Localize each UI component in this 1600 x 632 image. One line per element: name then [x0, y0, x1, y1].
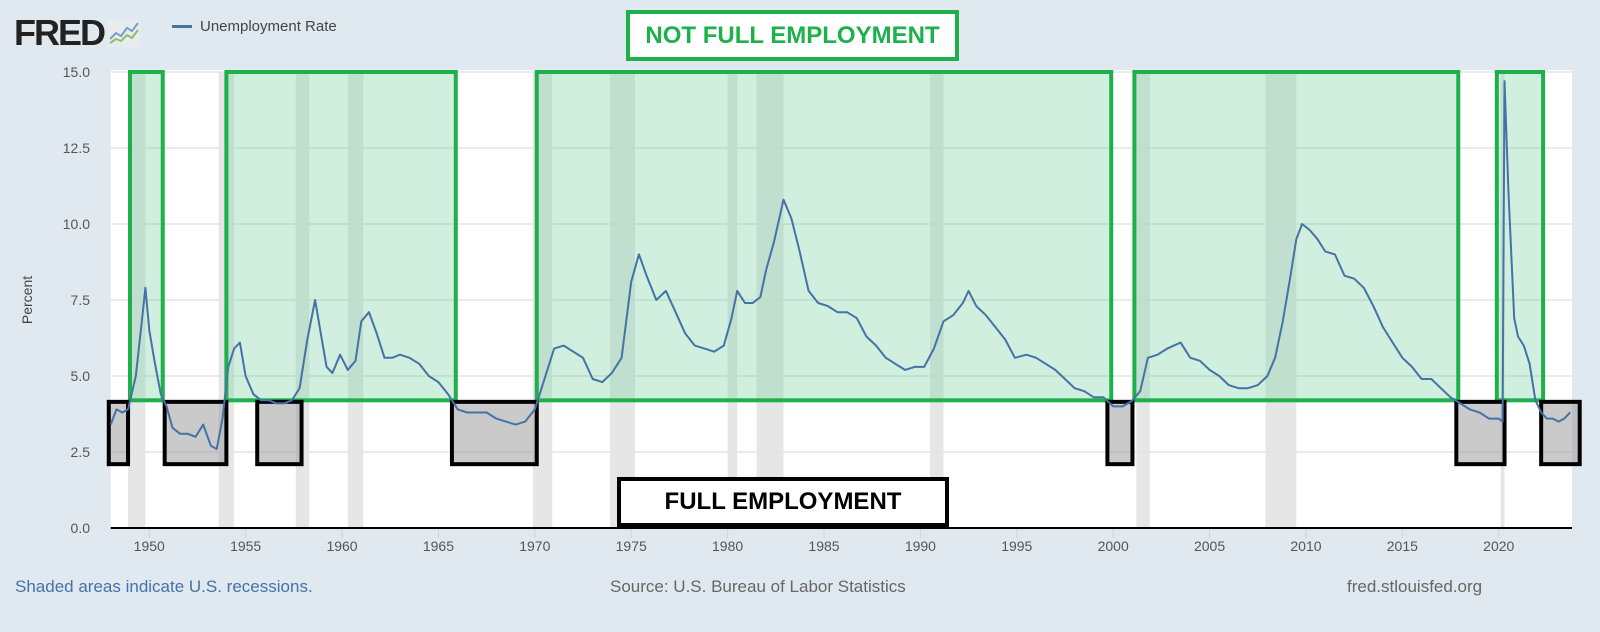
- y-tick-label: 0.0: [71, 520, 91, 536]
- y-tick-label: 10.0: [63, 216, 90, 232]
- fred-logo[interactable]: FRED: [14, 12, 140, 54]
- full-employment-box: [162, 399, 229, 467]
- x-tick-label: 2005: [1194, 538, 1225, 554]
- source-note: Source: U.S. Bureau of Labor Statistics: [610, 577, 906, 596]
- y-axis-label: Percent: [19, 276, 35, 324]
- full-employment-box: [1539, 399, 1582, 467]
- y-tick-label: 2.5: [71, 444, 91, 460]
- not-full-employment-box: [1132, 70, 1461, 403]
- x-tick-label: 1965: [423, 538, 454, 554]
- not-full-employment-box: [224, 70, 458, 403]
- not-full-employment-box: [534, 70, 1114, 403]
- x-tick-label: 2020: [1483, 538, 1514, 554]
- not-full-employment-box: [127, 70, 165, 403]
- x-tick-label: 2015: [1387, 538, 1418, 554]
- y-tick-label: 12.5: [63, 140, 90, 156]
- legend-swatch: [172, 25, 192, 28]
- x-tick-label: 1975: [616, 538, 647, 554]
- line-chart-icon: [108, 19, 140, 47]
- full-employment-box: [1105, 399, 1135, 467]
- full-employment-box: [255, 399, 304, 467]
- full-employment-label: FULL EMPLOYMENT: [617, 477, 949, 527]
- legend-label: Unemployment Rate: [200, 18, 337, 35]
- site-link[interactable]: fred.stlouisfed.org: [1347, 577, 1483, 596]
- recession-note: Shaded areas indicate U.S. recessions.: [15, 577, 313, 596]
- not-full-employment-label: NOT FULL EMPLOYMENT: [626, 10, 959, 61]
- x-tick-label: 1990: [905, 538, 936, 554]
- x-tick-label: 1985: [808, 538, 839, 554]
- x-tick-label: 2000: [1098, 538, 1129, 554]
- y-tick-label: 15.0: [63, 64, 90, 80]
- x-tick-label: 1960: [326, 538, 357, 554]
- x-tick-label: 1950: [134, 538, 165, 554]
- unemployment-rate-line: [109, 80, 1571, 450]
- fred-logo-text: FRED: [14, 12, 106, 53]
- x-tick-label: 1970: [519, 538, 550, 554]
- x-tick-label: 1955: [230, 538, 261, 554]
- x-tick-label: 2010: [1290, 538, 1321, 554]
- full-employment-box: [449, 399, 539, 467]
- full-employment-box: [1454, 399, 1507, 467]
- y-tick-label: 5.0: [71, 368, 91, 384]
- chart-legend: Unemployment Rate: [172, 18, 337, 35]
- x-tick-label: 1980: [712, 538, 743, 554]
- x-tick-label: 1995: [1001, 538, 1032, 554]
- y-tick-label: 7.5: [71, 292, 91, 308]
